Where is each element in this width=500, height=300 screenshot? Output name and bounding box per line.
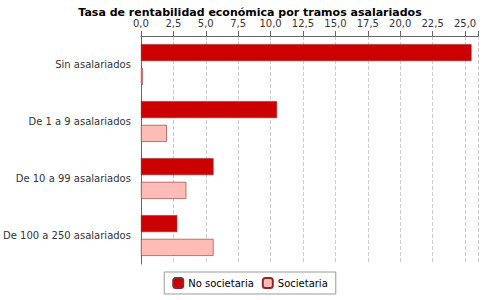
svg-text:20,0: 20,0 (389, 18, 411, 29)
svg-text:Tasa de rentabilidad económica: Tasa de rentabilidad económica por tramo… (78, 6, 422, 19)
svg-text:12,5: 12,5 (292, 18, 314, 29)
svg-text:No societaria: No societaria (188, 278, 254, 289)
svg-text:Sin asalariados: Sin asalariados (55, 59, 131, 70)
svg-text:10,0: 10,0 (259, 18, 281, 29)
svg-text:2,5: 2,5 (165, 18, 181, 29)
svg-text:15,0: 15,0 (324, 18, 346, 29)
svg-text:De 10 a 99 asalariados: De 10 a 99 asalariados (16, 173, 131, 184)
svg-text:De 1 a 9 asalariados: De 1 a 9 asalariados (28, 116, 131, 127)
svg-text:5,0: 5,0 (198, 18, 214, 29)
svg-text:Societaria: Societaria (278, 278, 328, 289)
svg-text:17,5: 17,5 (357, 18, 379, 29)
svg-text:25,0: 25,0 (454, 18, 476, 29)
svg-text:De 100 a 250 asalariados: De 100 a 250 asalariados (3, 230, 131, 241)
svg-text:22,5: 22,5 (421, 18, 443, 29)
svg-text:7,5: 7,5 (230, 18, 246, 29)
svg-text:0,0: 0,0 (133, 18, 149, 29)
